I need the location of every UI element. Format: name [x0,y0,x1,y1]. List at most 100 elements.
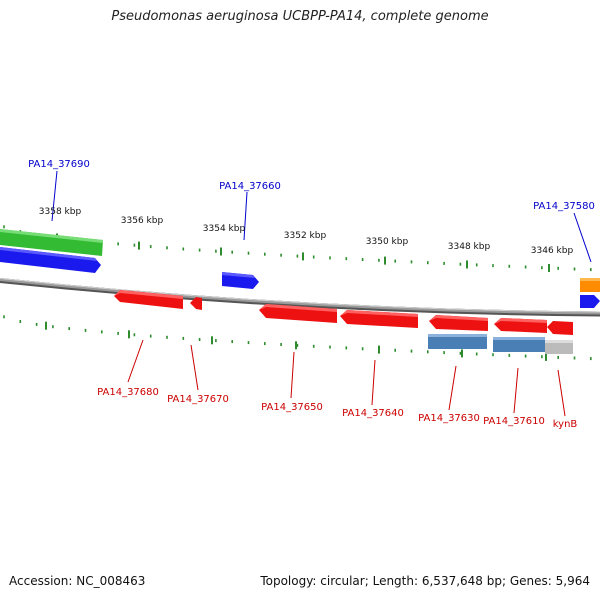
scale-label: 3356 kbp [121,216,164,226]
gene-feature-blue-37690[interactable] [0,247,101,273]
minor-tick [149,245,152,249]
major-tick [466,260,468,269]
major-tick [45,321,47,330]
gene-feature-blue-37580[interactable] [580,295,600,308]
minor-tick [296,254,299,258]
major-tick [378,345,380,354]
minor-tick [541,266,543,270]
minor-tick [410,260,413,264]
minor-tick [52,325,54,329]
accession-label: Accession: [9,574,73,588]
minor-tick [459,262,462,266]
callout-line-37660 [243,191,248,241]
major-tick [545,352,547,361]
gene-feature-blue-37660[interactable] [222,272,259,289]
scale-label: 3358 kbp [39,207,82,217]
gene-label-PA14_37660[interactable]: PA14_37660 [219,181,281,192]
scale-label: 3346 kbp [531,246,574,256]
gene-label-kynB[interactable]: kynB [553,419,578,430]
gene-label-PA14_37610[interactable]: PA14_37610 [483,416,545,427]
minor-tick [133,243,136,247]
minor-tick [427,261,429,265]
scale-label: 3350 kbp [366,237,409,247]
genes-value: 5,964 [555,574,590,588]
gene-feature-red-37640[interactable] [340,310,418,328]
minor-tick [182,336,185,340]
scale-label: 3352 kbp [284,231,327,241]
genes-label: Genes: [509,574,552,588]
scale-label: 3348 kbp [448,242,491,252]
gene-feature-red-kynB[interactable] [547,321,573,335]
minor-tick [378,258,380,262]
minor-tick [231,250,233,254]
gene-label-PA14_37670[interactable]: PA14_37670 [167,394,229,405]
topology-label: Topology: [260,574,317,588]
minor-tick [166,246,168,250]
minor-tick [149,334,152,338]
gene-feature-red-37610[interactable] [494,318,547,333]
minor-tick [247,341,250,345]
gene-feature-red-37680[interactable] [114,290,183,309]
minor-tick [117,331,119,335]
minor-tick [280,343,282,346]
callout-line-37640 [371,359,376,406]
minor-tick [3,225,5,229]
minor-tick [84,328,87,332]
length-label: Length: [372,574,419,588]
gene-label-PA14_37680[interactable]: PA14_37680 [97,387,159,398]
minor-tick [133,333,136,337]
gene-feature-gray-kynB[interactable] [545,340,573,354]
minor-tick [264,252,266,256]
major-tick [384,256,386,265]
minor-tick [182,247,185,251]
minor-tick [198,248,201,252]
minor-tick [3,315,5,319]
minor-tick [541,355,543,359]
gene-feature-orange[interactable] [580,278,600,292]
gene-label-PA14_37650[interactable]: PA14_37650 [261,402,323,413]
minor-tick [264,342,266,346]
gene-feature-green[interactable] [0,229,103,256]
minor-tick [361,258,364,261]
callout-line-37690 [51,170,58,222]
length-value: 6,537,648 bp [421,574,502,588]
minor-tick [427,350,429,354]
gene-feature-red-37670[interactable] [190,297,202,310]
minor-tick [410,349,413,353]
minor-tick [19,320,22,323]
gene-label-PA14_37630[interactable]: PA14_37630 [418,413,480,424]
minor-tick [524,354,527,358]
gene-feature-steel-37630[interactable] [428,334,487,349]
callout-line-37580 [573,212,592,263]
minor-tick [459,351,462,355]
minor-tick [443,261,445,265]
callout-line-37610 [513,367,519,414]
minor-tick [312,255,315,259]
minor-tick [345,257,348,261]
minor-tick [394,259,396,263]
minor-tick [557,266,559,270]
accession-value: NC_008463 [76,574,146,588]
major-tick [211,336,213,345]
minor-tick [231,340,233,344]
gene-feature-red-37630[interactable] [429,315,488,331]
minor-tick [443,351,445,355]
minor-tick [35,322,38,326]
minor-tick [557,355,559,359]
minor-tick [394,348,396,352]
gene-feature-steel-37610[interactable] [493,337,545,352]
gene-label-PA14_37690[interactable]: PA14_37690 [28,159,90,170]
gene-feature-red-37650[interactable] [259,304,337,323]
major-tick [138,241,140,250]
minor-tick [345,346,348,350]
minor-tick [101,330,103,334]
minor-tick [475,263,478,267]
minor-tick [590,268,592,272]
minor-tick [215,339,217,343]
gene-label-PA14_37580[interactable]: PA14_37580 [533,201,595,212]
major-tick [128,330,130,339]
minor-tick [296,343,299,347]
gene-label-PA14_37640[interactable]: PA14_37640 [342,408,404,419]
